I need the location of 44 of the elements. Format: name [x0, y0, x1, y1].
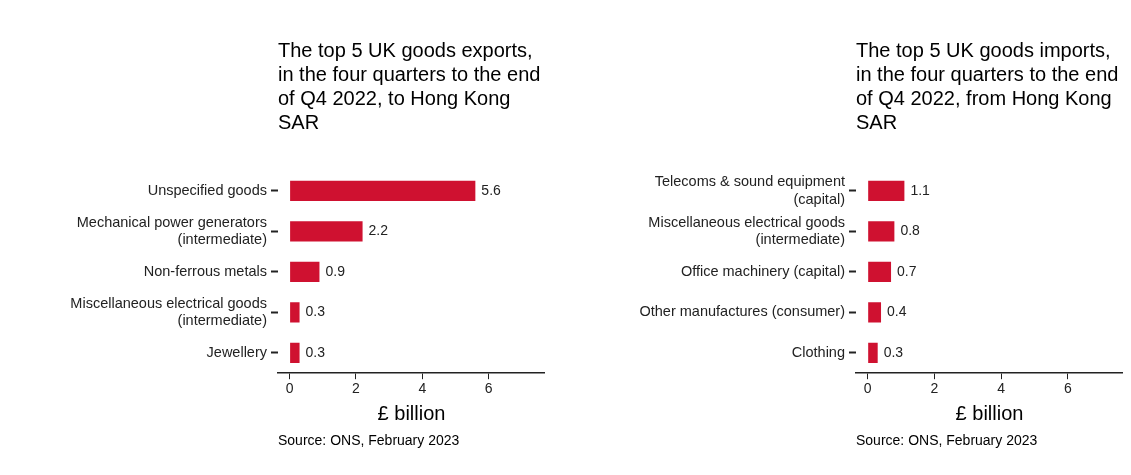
data-label: 1.1 [910, 181, 931, 198]
bar [868, 180, 905, 202]
y-tick-label: Other manufactures (consumer) [639, 303, 845, 320]
bar [868, 221, 895, 242]
x-tick-label: 4 [997, 380, 1006, 397]
y-tick-label: Miscellaneous electrical goods (intermediate) [648, 213, 845, 248]
data-label: 0.7 [897, 262, 917, 279]
x-tick-label: 0 [863, 380, 872, 397]
y-tick-label: Telecoms & sound equipment (capital) [654, 173, 845, 207]
x-tick-label: 6 [1064, 380, 1073, 397]
x-tick-label: 6 [484, 380, 493, 397]
x-tick-label: 0 [285, 380, 294, 397]
bar [290, 302, 300, 323]
bar [290, 261, 320, 283]
bar [290, 221, 363, 242]
y-tick-label: Office machinery (capital) [680, 262, 845, 279]
data-label: 0.3 [305, 303, 326, 320]
data-label: 0.9 [325, 262, 346, 279]
chart-title: The top 5 UK goods exports, in the four quarters to the end of Q4 2022, to Hong Kong SAR [278, 38, 542, 134]
x-tick-label: 2 [352, 380, 361, 397]
data-label: 0.8 [900, 222, 921, 239]
x-axis-title: £ billion [377, 401, 446, 424]
y-tick-label: Miscellaneous electrical goods (intermediate) [70, 294, 267, 329]
chart-title: The top 5 UK goods imports, in the four quarters to the end of Q4 2022, from Hong Kong SAR [856, 38, 1120, 134]
data-label: 0.4 [887, 303, 907, 320]
bar [290, 342, 300, 364]
x-axis-title: £ billion [955, 401, 1024, 424]
data-label: 0.3 [883, 343, 904, 360]
y-tick-label: Non-ferrous metals [143, 262, 267, 279]
data-label: 0.3 [305, 343, 326, 360]
y-tick-label: Jewellery [206, 343, 268, 360]
source-note: Source: ONS, February 2023 [856, 432, 1038, 448]
y-tick-label: Clothing [791, 343, 845, 360]
x-tick-label: 4 [418, 380, 427, 397]
y-tick-label: Unspecified goods [147, 181, 267, 198]
bar [868, 261, 892, 283]
bar [290, 180, 476, 202]
bar [868, 342, 878, 364]
bar [868, 302, 882, 323]
data-label: 2.2 [368, 222, 389, 239]
x-tick-label: 2 [930, 380, 939, 397]
source-note: Source: ONS, February 2023 [278, 432, 460, 448]
y-tick-label: Mechanical power generators (intermediate) [76, 213, 267, 248]
data-label: 5.6 [481, 181, 502, 198]
